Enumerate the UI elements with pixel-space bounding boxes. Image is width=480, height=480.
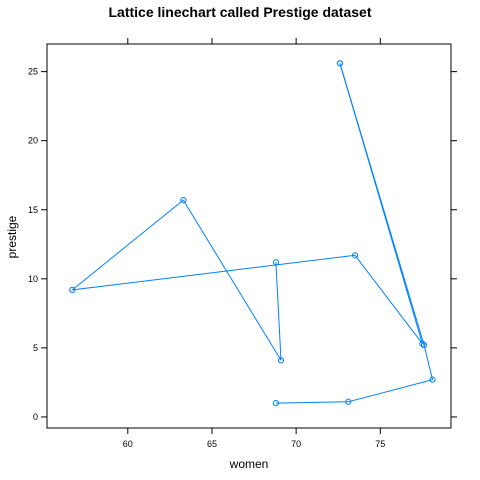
axis-ticks [41, 38, 457, 434]
data-point-1-6 [336, 60, 343, 67]
plot-frame [46, 43, 452, 429]
data-point-0-3 [345, 398, 352, 405]
x-axis-label: women [229, 457, 269, 471]
data-point-1-5 [419, 340, 426, 347]
series-line-0 [275, 63, 434, 404]
y-tick-label-2: 10 [28, 274, 38, 284]
series-layer [69, 60, 436, 407]
data-point-1-3 [69, 286, 76, 293]
x-tick-label-2: 70 [291, 439, 301, 449]
y-tick-label-5: 25 [28, 67, 38, 77]
x-tick-label-3: 75 [375, 439, 385, 449]
axis-tick-labels: 60 65 70 75 0 5 10 15 20 25 [28, 67, 385, 449]
data-point-1-2 [180, 196, 187, 204]
x-tick-label-0: 60 [123, 439, 133, 449]
x-tick-label-1: 65 [207, 439, 217, 449]
data-point-1-1 [277, 357, 285, 364]
y-tick-label-3: 15 [28, 205, 38, 215]
y-axis-label: prestige [5, 215, 19, 258]
data-point-0-4 [272, 400, 280, 407]
y-tick-label-4: 20 [28, 136, 38, 146]
data-point-0-1 [420, 342, 428, 349]
chart-title: Lattice linechart called Prestige datase… [109, 4, 372, 20]
y-tick-label-1: 5 [33, 343, 38, 353]
series-line-1 [70, 63, 423, 361]
data-point-0-2 [429, 376, 436, 383]
data-point-1-4 [351, 252, 359, 259]
data-point-1-0 [272, 259, 280, 266]
y-tick-label-0: 0 [33, 412, 38, 422]
